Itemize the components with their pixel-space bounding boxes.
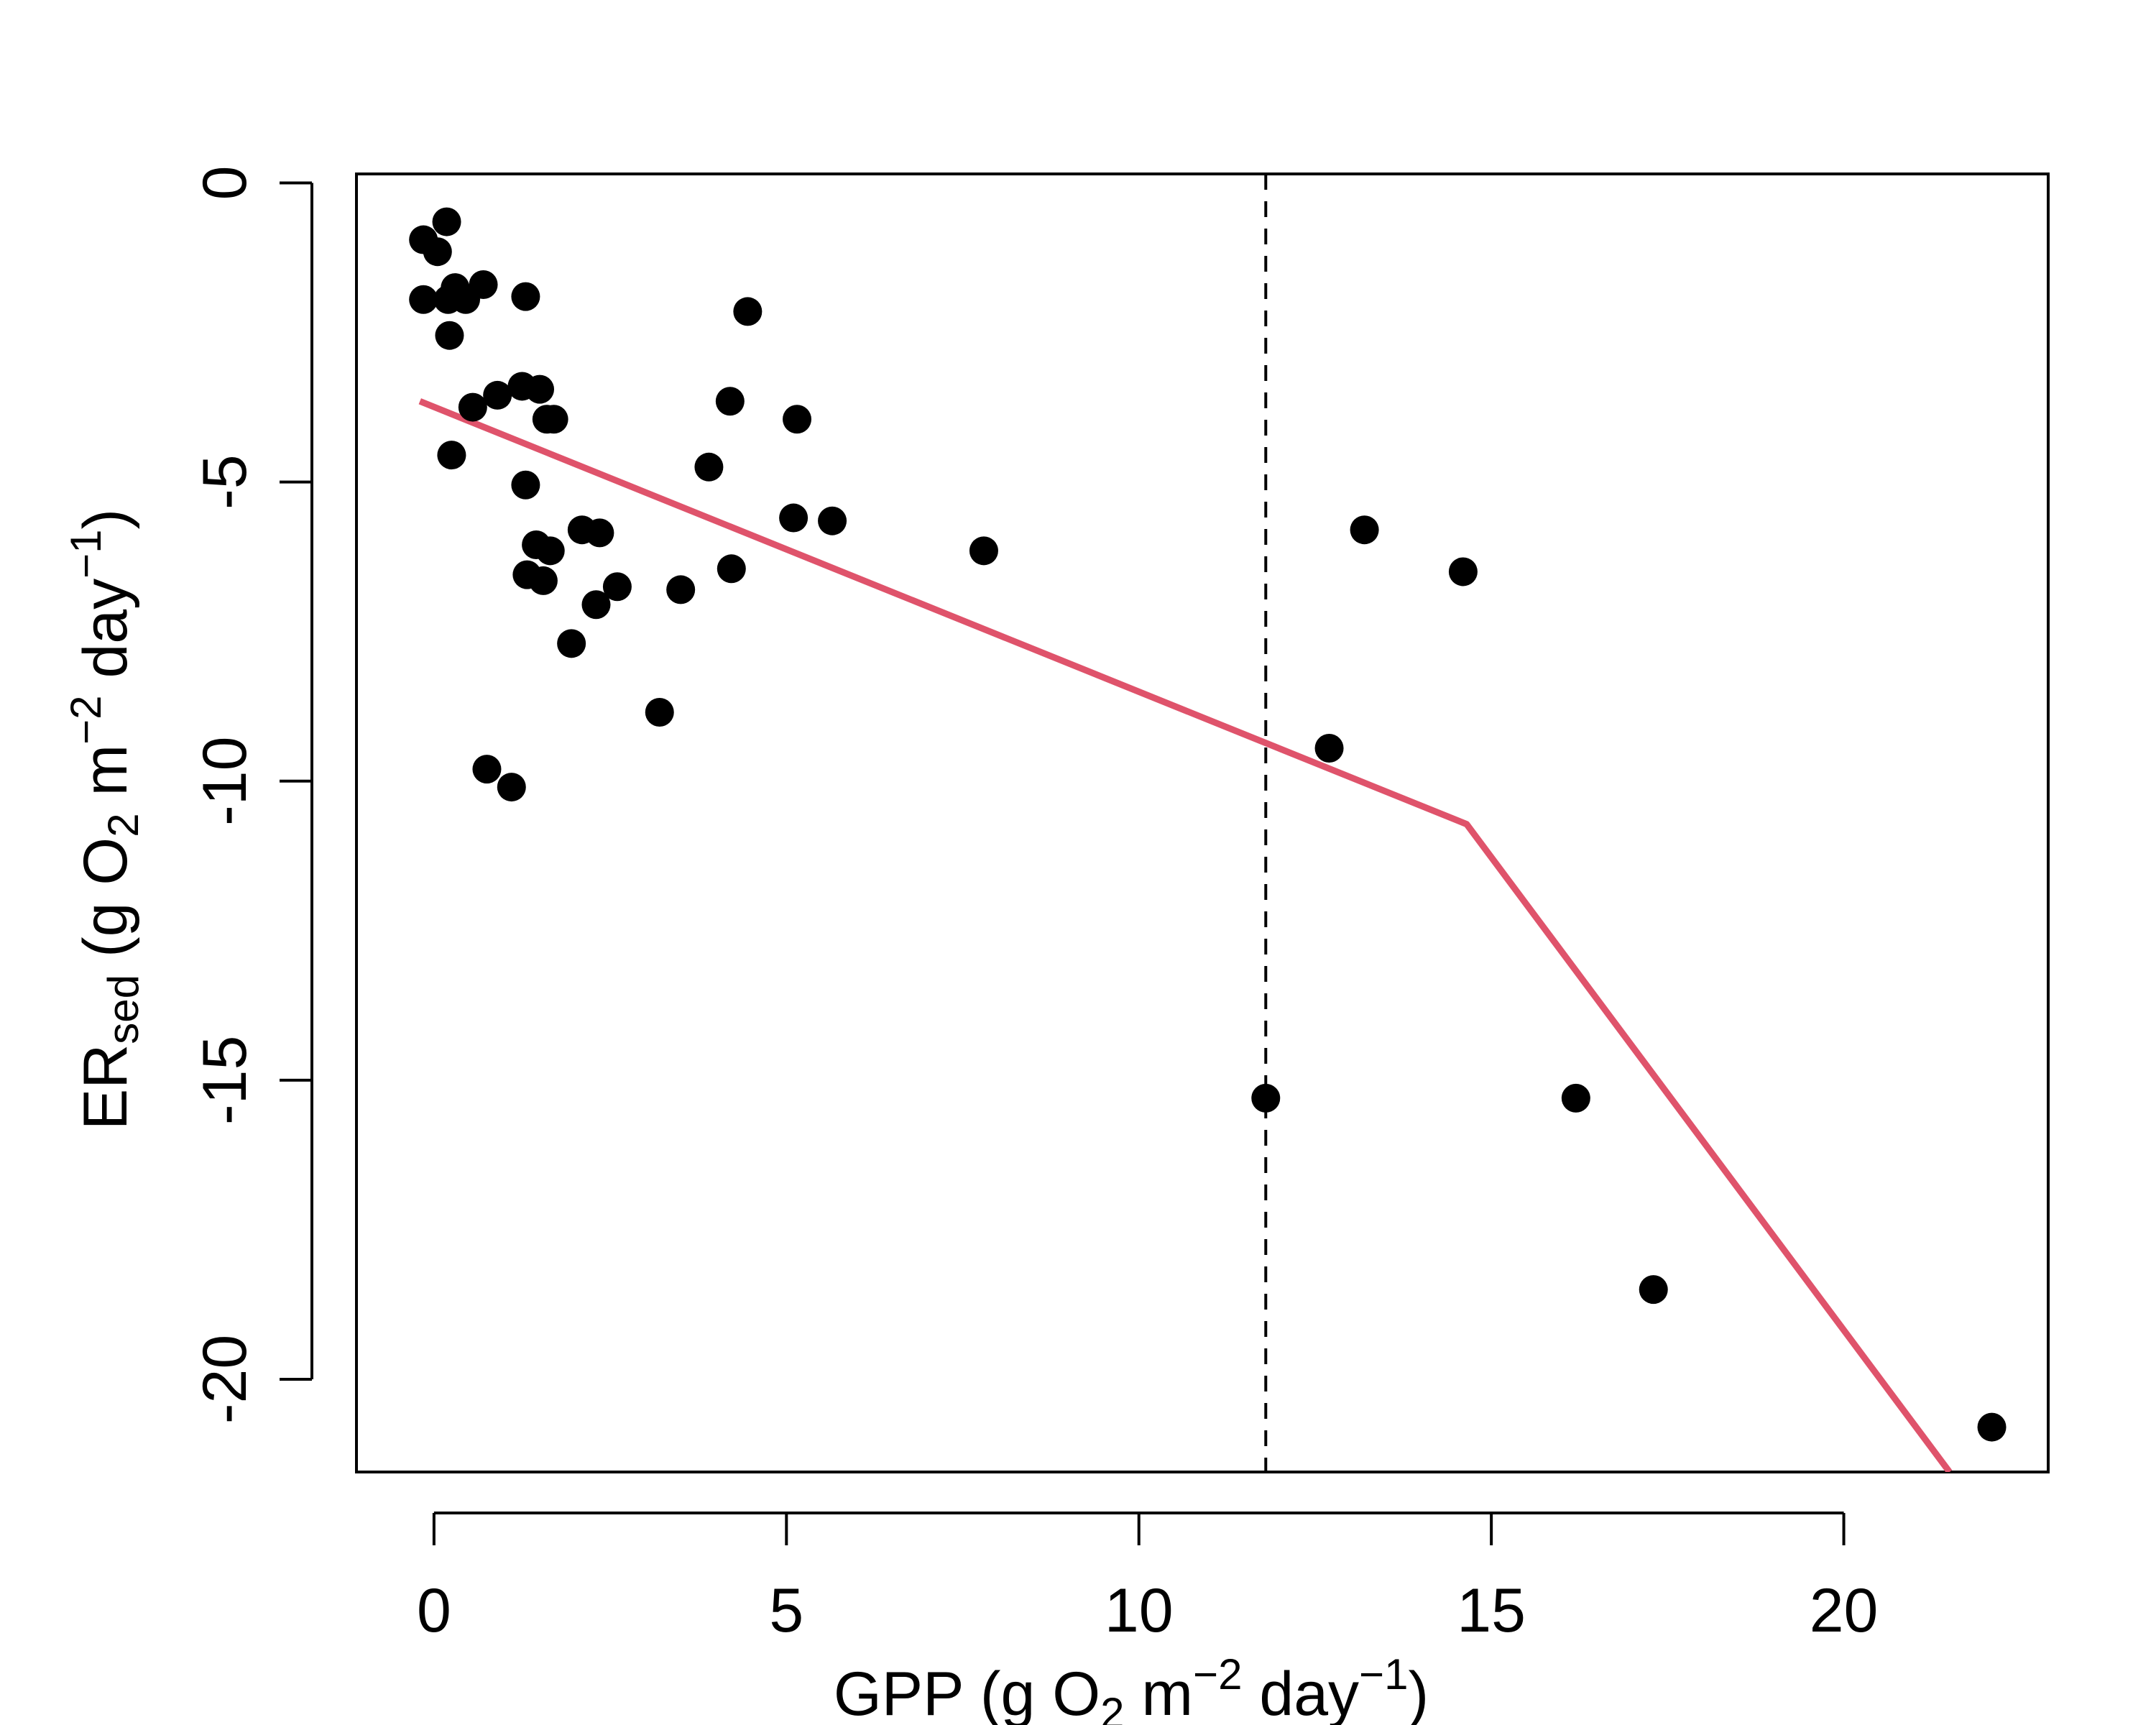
x-tick-label: 0 — [417, 1576, 451, 1645]
data-point — [585, 518, 614, 548]
y-axis-title-units: (g O — [71, 837, 140, 975]
data-point — [969, 536, 998, 566]
data-point — [528, 566, 558, 595]
x-tick-label: 15 — [1457, 1576, 1526, 1645]
data-point — [432, 207, 461, 236]
data-point — [783, 405, 812, 434]
data-point — [535, 536, 565, 566]
y-tick-label: -15 — [190, 1036, 259, 1125]
y-axis-title-sed-subscript: sed — [99, 975, 147, 1044]
y-axis-title-unit-m: m — [71, 745, 140, 814]
data-point — [539, 405, 568, 434]
fit-line — [418, 398, 1953, 1472]
data-point — [1251, 1083, 1281, 1113]
data-point — [483, 380, 512, 410]
plot-frame — [355, 172, 2050, 1473]
data-point — [715, 387, 745, 416]
y-tick-label: -10 — [190, 737, 259, 826]
data-point — [435, 321, 464, 350]
axes-layer: 0 5 10 15 20 0 -5 -10 -15 -20 — [190, 166, 2050, 1645]
data-point — [581, 590, 611, 620]
data-point — [497, 773, 526, 802]
data-layer — [409, 174, 2007, 1472]
data-point — [1314, 733, 1344, 763]
y-axis-title-unit-day: day — [71, 579, 140, 696]
y-axis-title-o2-subscript: 2 — [99, 813, 147, 837]
x-axis-title-m-superscript: −2 — [1193, 1650, 1242, 1698]
data-point — [437, 441, 466, 470]
data-point — [1350, 515, 1379, 545]
y-tick-label: 0 — [190, 166, 259, 201]
data-point — [717, 554, 746, 584]
x-axis-title-unit-day: day — [1242, 1660, 1359, 1725]
y-tick-label: -20 — [190, 1335, 259, 1424]
data-point — [423, 237, 452, 267]
y-tick-label: -5 — [190, 454, 259, 509]
data-point — [1448, 557, 1478, 586]
data-point — [557, 629, 586, 658]
data-point — [779, 503, 808, 533]
data-point — [511, 470, 540, 500]
data-point — [458, 392, 487, 422]
x-axis-title-base: GPP (g O — [834, 1660, 1100, 1725]
data-point — [733, 297, 763, 326]
data-point — [1977, 1412, 2007, 1442]
data-point — [602, 572, 632, 602]
data-point — [525, 374, 555, 404]
x-axis-title-close: ) — [1408, 1660, 1429, 1725]
data-point — [469, 270, 498, 299]
x-tick-label: 5 — [769, 1576, 803, 1645]
x-axis-title-o2-subscript: 2 — [1100, 1689, 1124, 1725]
x-axis-title-unit-m: m — [1125, 1660, 1194, 1725]
x-axis-title: GPP (g O2 m−2 day−1) — [834, 1650, 1429, 1725]
data-point — [645, 698, 674, 727]
y-axis-title: ERsed (g O2 m−2 day−1) — [62, 509, 147, 1130]
data-point — [1561, 1083, 1590, 1113]
x-axis-title-day-superscript: −1 — [1359, 1650, 1408, 1698]
y-axis-title-m-superscript: −2 — [62, 695, 110, 744]
data-point — [409, 285, 438, 314]
data-point — [818, 506, 847, 535]
y-axis-title-close: ) — [71, 509, 140, 530]
data-point — [666, 575, 696, 604]
x-tick-label: 10 — [1105, 1576, 1174, 1645]
y-axis-title-base: ER — [71, 1044, 140, 1130]
data-point — [694, 452, 724, 482]
data-point — [472, 755, 502, 784]
x-tick-label: 20 — [1810, 1576, 1879, 1645]
data-point — [1639, 1275, 1668, 1305]
y-axis-title-day-superscript: −1 — [62, 529, 110, 578]
data-point — [511, 282, 540, 311]
